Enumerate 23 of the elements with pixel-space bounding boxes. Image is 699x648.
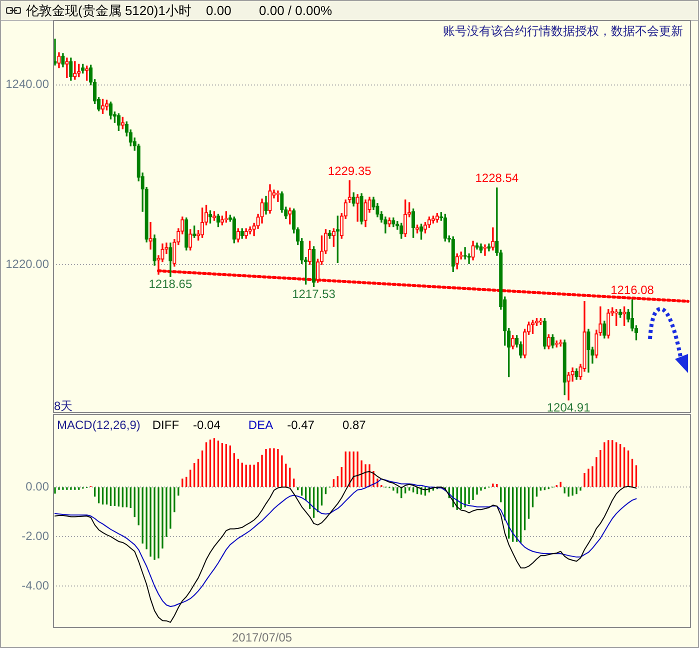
- annotation: 0.87: [342, 418, 366, 432]
- annotation: -0.04: [193, 418, 220, 432]
- y-tick-label: -2.00: [22, 528, 50, 543]
- text: 0.00: [206, 2, 232, 20]
- text: DIFF: [152, 418, 180, 432]
- y-tick-label: -4.00: [22, 578, 50, 592]
- text: DEA: [248, 418, 274, 432]
- annotation: 1218.65: [148, 276, 192, 291]
- annotation: 1204.91: [546, 400, 591, 414]
- annotation: 1217.53: [292, 287, 336, 301]
- text: 0.00 / 0.00%: [259, 2, 332, 20]
- annotation: -0.47: [287, 418, 314, 432]
- y-tick-label: 1220.00: [6, 256, 50, 271]
- x-tick-label: 2017/07/05: [232, 630, 292, 645]
- annotation: 1216.08: [610, 283, 654, 298]
- annotation: 1229.35: [328, 164, 372, 178]
- chart-title: MACD(12,26,9): [57, 418, 140, 432]
- chart-title: 伦敦金现(贵金属 5120)1小时: [26, 2, 192, 20]
- y-tick-label: 1240.00: [6, 77, 50, 92]
- annotation: 账号没有该合约行情数据授权，数据不会更新: [443, 23, 683, 40]
- y-tick-label: 0.00: [26, 479, 50, 494]
- annotation: 1228.54: [475, 171, 519, 186]
- annotation: 8天: [54, 398, 73, 415]
